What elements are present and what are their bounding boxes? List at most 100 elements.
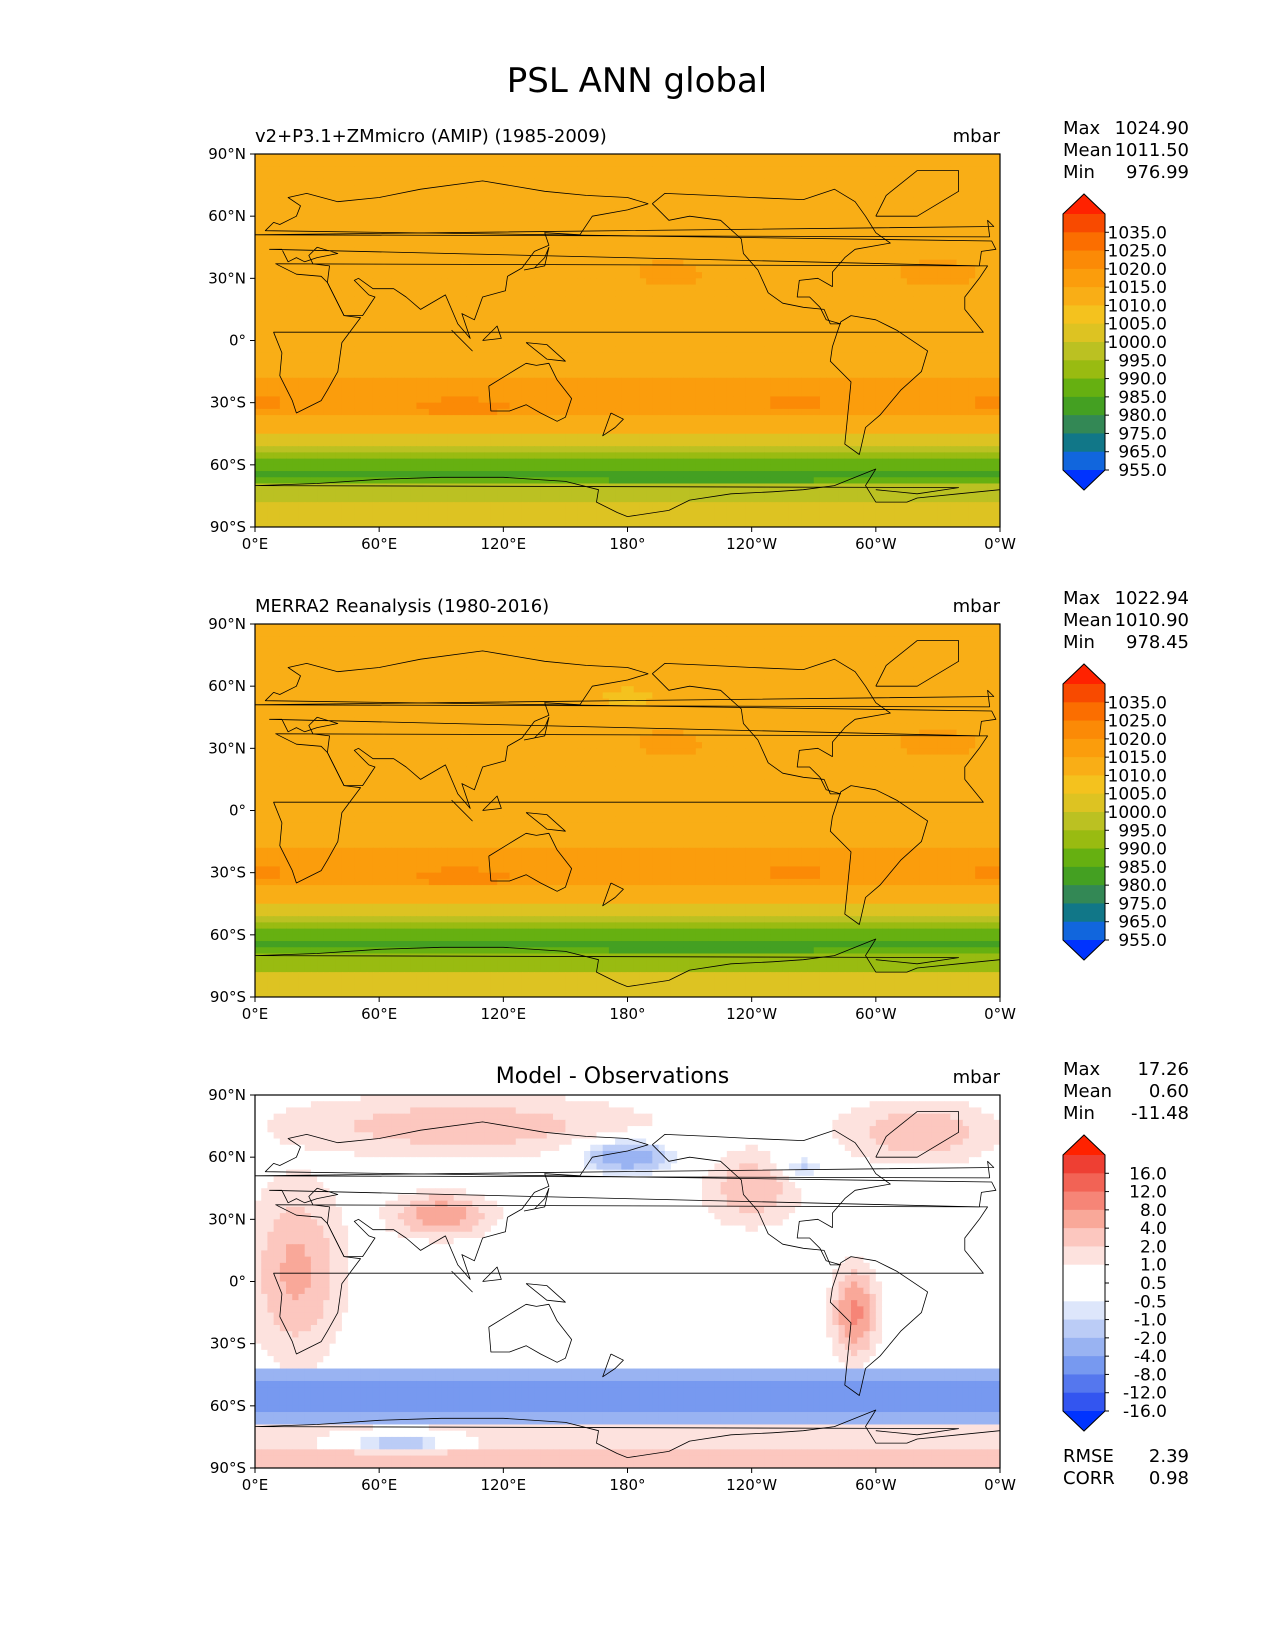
map-cell [602, 154, 610, 161]
map-cell [993, 197, 1000, 205]
map-cell [596, 191, 604, 199]
map-cell [503, 334, 511, 342]
map-cell [553, 371, 560, 379]
map-cell [584, 234, 591, 242]
map-cell [708, 402, 716, 410]
map-cell [776, 253, 784, 261]
map-cell [447, 272, 455, 279]
map-cell [329, 303, 337, 311]
map-cell [391, 384, 399, 391]
map-cell [981, 309, 989, 317]
map-cell [826, 259, 833, 267]
map-cell [515, 371, 523, 379]
map-cell [490, 166, 498, 174]
map-cell [435, 359, 442, 366]
map-cell [608, 340, 616, 348]
map-cell [422, 178, 430, 186]
map-cell [826, 197, 833, 205]
map-cell [497, 334, 504, 342]
map-cell [596, 377, 604, 385]
map-cell [975, 247, 982, 255]
map-cell [515, 284, 523, 292]
map-cell [540, 259, 548, 267]
map-cell [937, 334, 945, 342]
map-cell [615, 365, 622, 373]
map-cell [844, 154, 852, 161]
map-cell [937, 228, 945, 236]
map-cell [490, 253, 498, 261]
map-cell [652, 352, 660, 360]
map-cell [751, 340, 759, 348]
map-cell [801, 402, 809, 410]
map-cell [639, 234, 647, 242]
map-cell [571, 272, 579, 279]
map-cell [832, 284, 840, 292]
map-cell [441, 209, 449, 217]
map-cell [553, 265, 560, 273]
map-cell [329, 209, 337, 217]
map-cell [509, 290, 517, 298]
map-cell [925, 371, 933, 379]
map-cell [391, 371, 399, 379]
map-cell [931, 222, 939, 230]
map-cell [292, 359, 300, 366]
map-cell [273, 222, 281, 230]
map-cell [410, 241, 418, 248]
map-cell [844, 365, 852, 373]
map-cell [279, 203, 287, 211]
map-cell [459, 272, 467, 279]
map-cell [751, 222, 759, 230]
map-cell [937, 384, 945, 391]
map-cell [528, 209, 535, 217]
map-cell [404, 408, 411, 416]
map-cell [329, 272, 337, 279]
map-cell [490, 315, 498, 323]
map-cell [819, 284, 827, 292]
map-cell [708, 178, 716, 186]
map-cell [664, 222, 672, 230]
map-cell [615, 278, 622, 286]
map-cell [726, 178, 734, 186]
map-cell [553, 241, 560, 248]
map-cell [807, 185, 815, 192]
map-cell [788, 303, 796, 311]
map-cell [658, 191, 666, 199]
map-cell [534, 185, 542, 192]
map-cell [956, 303, 964, 311]
map-cell [354, 191, 362, 199]
map-cell [956, 166, 964, 174]
map-cell [497, 328, 504, 335]
map-cell [466, 241, 473, 248]
map-cell [931, 265, 939, 273]
map-cell [521, 371, 529, 379]
map-cell [733, 154, 740, 161]
map-cell [720, 384, 728, 391]
map-cell [385, 209, 393, 217]
map-cell [925, 209, 933, 217]
map-cell [323, 191, 331, 199]
map-cell [329, 365, 337, 373]
map-cell [894, 209, 902, 217]
map-cell [317, 160, 324, 168]
map-cell [286, 303, 293, 311]
map-cell [683, 247, 691, 255]
map-cell [515, 340, 523, 348]
map-cell [950, 265, 958, 273]
map-cell [900, 191, 908, 199]
map-cell [397, 315, 405, 323]
map-cell [490, 185, 498, 192]
map-cell [509, 309, 517, 317]
map-cell [906, 191, 914, 199]
map-cell [863, 334, 871, 342]
map-cell [962, 365, 970, 373]
map-cell [646, 253, 653, 261]
map-cell [720, 390, 728, 398]
map-cell [559, 272, 567, 279]
map-cell [553, 346, 560, 354]
map-cell [459, 396, 467, 404]
map-cell [596, 303, 604, 311]
map-cell [981, 216, 989, 223]
map-cell [565, 365, 573, 373]
map-cell [968, 334, 976, 342]
map-cell [310, 253, 318, 261]
